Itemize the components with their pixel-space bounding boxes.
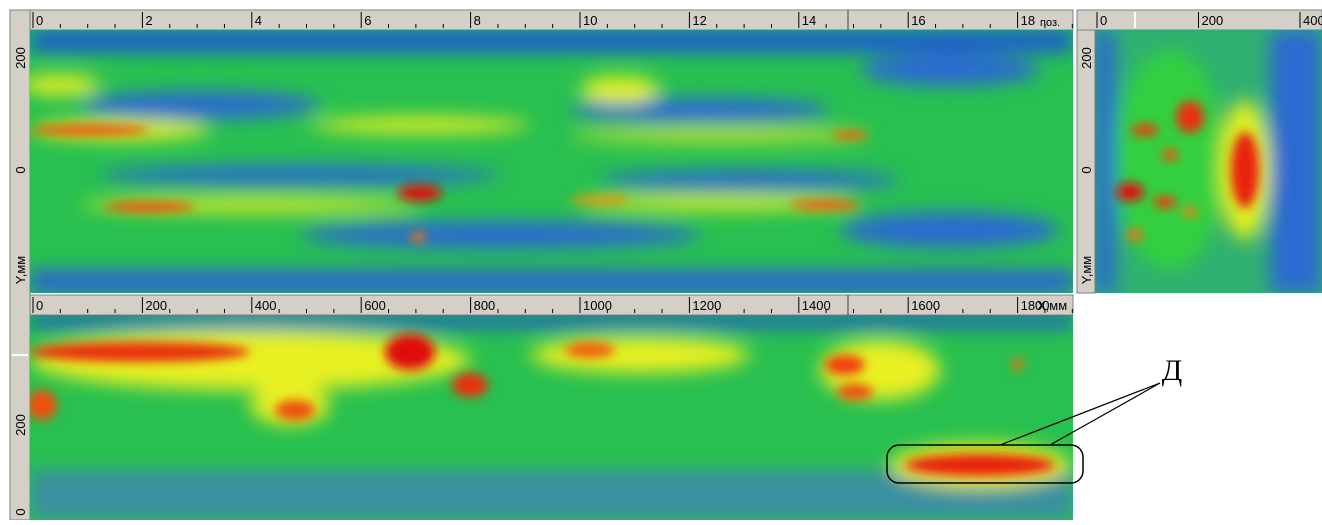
x-tick-label: 200 — [145, 298, 167, 313]
x-tick-label: 6 — [364, 13, 371, 28]
y-axis-label: Y,мм — [1079, 256, 1094, 285]
y-tick-label: 0 — [13, 508, 28, 515]
x-unit: поз. — [1040, 17, 1060, 29]
x-tick-label: 4 — [255, 13, 262, 28]
y-tick-label: 200 — [13, 414, 28, 436]
x-tick-label: 1200 — [692, 298, 721, 313]
x-unit: X,мм — [1037, 298, 1067, 313]
annotation-label: Д — [1162, 354, 1182, 387]
y-tick-label: 200 — [13, 47, 28, 69]
x-tick-label: 1400 — [802, 298, 831, 313]
x-tick-label: 0 — [36, 13, 43, 28]
y-tick-label: 0 — [13, 166, 28, 173]
heatmap-side — [1095, 30, 1322, 293]
x-tick-label: 1000 — [583, 298, 612, 313]
x-tick-label: 800 — [474, 298, 496, 313]
y-tick-label: 0 — [1079, 166, 1094, 173]
x-tick-label: 1800 — [1021, 298, 1050, 313]
x-tick-label: 400 — [1303, 13, 1322, 28]
x-tick-label: 8 — [474, 13, 481, 28]
x-tick-label: 0 — [36, 298, 43, 313]
y-axis-label: Y,мм — [13, 256, 28, 285]
x-tick-label: 600 — [364, 298, 386, 313]
highlight-frame — [886, 444, 1084, 484]
x-tick-label: 400 — [255, 298, 277, 313]
heatmap-top — [30, 30, 1073, 293]
x-tick-label: 12 — [692, 13, 706, 28]
heatmap-bottom — [30, 315, 1073, 520]
x-tick-label: 16 — [911, 13, 925, 28]
x-tick-label: 18 — [1021, 13, 1035, 28]
leader-line — [999, 382, 1161, 446]
side-ruler — [1076, 9, 1322, 31]
x-tick-label: 0 — [1100, 13, 1107, 28]
x-tick-label: 1600 — [911, 298, 940, 313]
leader-line — [1049, 382, 1161, 446]
y-tick-label: 200 — [1079, 47, 1094, 69]
x-tick-label: 200 — [1202, 13, 1224, 28]
x-tick-label: 2 — [145, 13, 152, 28]
x-tick-label: 14 — [802, 13, 816, 28]
x-tick-label: 10 — [583, 13, 597, 28]
